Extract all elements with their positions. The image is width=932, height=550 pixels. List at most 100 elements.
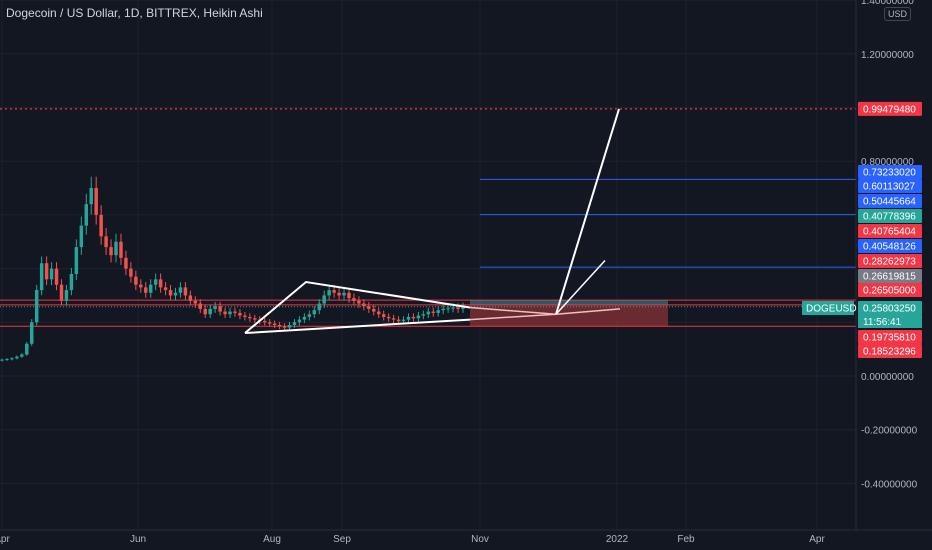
candle-body [347, 292, 351, 299]
candle-body [272, 323, 277, 325]
projection-apex-line [469, 306, 557, 315]
drawings[interactable] [244, 108, 621, 335]
price-tag-bg [858, 194, 922, 208]
loss-zone [470, 304, 668, 327]
candle-body [223, 311, 227, 315]
candle-body [332, 290, 336, 293]
candle-body [15, 356, 19, 359]
candle-body [411, 316, 416, 319]
candle-body [69, 273, 74, 291]
candle-body [243, 315, 247, 317]
candle-body [381, 314, 386, 317]
candle-body [441, 308, 445, 311]
projection-mid-line [555, 260, 606, 315]
x-tick-label: Nov [471, 534, 489, 545]
candles [0, 176, 465, 362]
price-tag-value: 0.73233020 [863, 168, 916, 179]
price-tag-bg [858, 344, 922, 358]
y-tick-label: 1.20000000 [861, 50, 914, 61]
candle-body [446, 308, 450, 310]
candle-body [287, 324, 292, 328]
candle-body [322, 295, 326, 304]
candle-body [0, 359, 4, 361]
candle-body [99, 214, 103, 237]
candle-body [139, 284, 143, 288]
candle-body [183, 287, 188, 296]
candle-body [406, 316, 411, 320]
price-tag-value: 0.28262973 [863, 257, 916, 268]
candle-body [277, 324, 282, 327]
price-tag-red: 0.26505000 [858, 283, 922, 297]
candle-body [342, 292, 346, 296]
price-tag-value: 0.26619815 [863, 272, 916, 283]
candle-body [59, 284, 64, 301]
countdown-bg [858, 315, 922, 328]
candle-body [248, 316, 252, 319]
y-tick-label: 0.00000000 [861, 372, 914, 383]
currency-button[interactable]: USD [884, 7, 912, 21]
candle-body [39, 263, 44, 291]
y-tick-label: -0.20000000 [861, 426, 918, 437]
price-tag-value: 0.40765404 [863, 227, 916, 238]
countdown-label: 11:56:41 [863, 317, 902, 328]
projection-apex-line-low [469, 313, 557, 321]
candle-body [401, 319, 406, 321]
candle-body [114, 241, 118, 256]
price-tag-bg [858, 254, 922, 268]
price-tag-red: 0.28262973 [858, 254, 922, 268]
candle-body [431, 311, 435, 313]
symbol-tag: DOGEUSD [802, 301, 857, 315]
candle-body [178, 287, 183, 293]
price-tag-value: 0.40778396 [863, 212, 916, 223]
candle-body [426, 311, 431, 315]
price-tag-bg [858, 239, 922, 253]
candle-body [25, 343, 29, 355]
price-tag-current: 0.25803250 [858, 301, 922, 315]
candle-body [134, 276, 138, 285]
candle-body [34, 290, 39, 323]
candle-body [228, 311, 232, 315]
candle-body [372, 308, 376, 312]
price-tag-bg [858, 283, 922, 297]
candle-body [302, 316, 307, 320]
price-tag-bg [858, 179, 922, 193]
price-tag-teal: 0.40778396 [858, 209, 922, 223]
candle-body [168, 290, 173, 296]
projection-target-line [555, 108, 620, 315]
candle-body [124, 257, 128, 269]
price-tag-bg [858, 269, 922, 283]
candle-body [109, 247, 113, 256]
candle-body [391, 318, 396, 320]
price-tag-fib: 0.50445664 [858, 194, 922, 208]
y-tick-label: -0.40000000 [861, 479, 918, 490]
candle-body [218, 306, 222, 312]
y-tick-label: 0.80000000 [861, 157, 914, 168]
horizontal-lines [0, 108, 856, 327]
projection-horizontal [555, 308, 621, 315]
triangle-upper-trendline [244, 280, 471, 334]
candle-body [20, 354, 24, 357]
candle-body [436, 310, 440, 313]
candle-body [376, 311, 381, 315]
x-tick-label: Jun [130, 534, 146, 545]
triangle-lower-trendline [244, 318, 471, 335]
candle-body [10, 358, 14, 360]
candle-body [198, 303, 203, 309]
candle-body [267, 322, 272, 324]
x-tick-label: Apr [0, 534, 10, 545]
x-tick-label: Sep [333, 534, 351, 545]
candle-body [416, 315, 421, 319]
candle-body [129, 268, 133, 277]
price-tag-fib: 0.60113027 [858, 179, 922, 193]
x-tick-label: Apr [809, 534, 825, 545]
candle-body [233, 311, 237, 313]
profit-zone [470, 300, 668, 305]
price-labels: 0.99479480 0.73233020 0.60113027 0.50445664… [858, 101, 922, 358]
candle-body [297, 319, 302, 323]
candle-body [352, 298, 356, 301]
candle-body [84, 204, 89, 226]
price-tag-bg [858, 209, 922, 223]
candle-body [386, 316, 391, 319]
y-axis-ticks: 1.40000000 1.20000000 0.80000000 0.00000000… [861, 0, 918, 490]
